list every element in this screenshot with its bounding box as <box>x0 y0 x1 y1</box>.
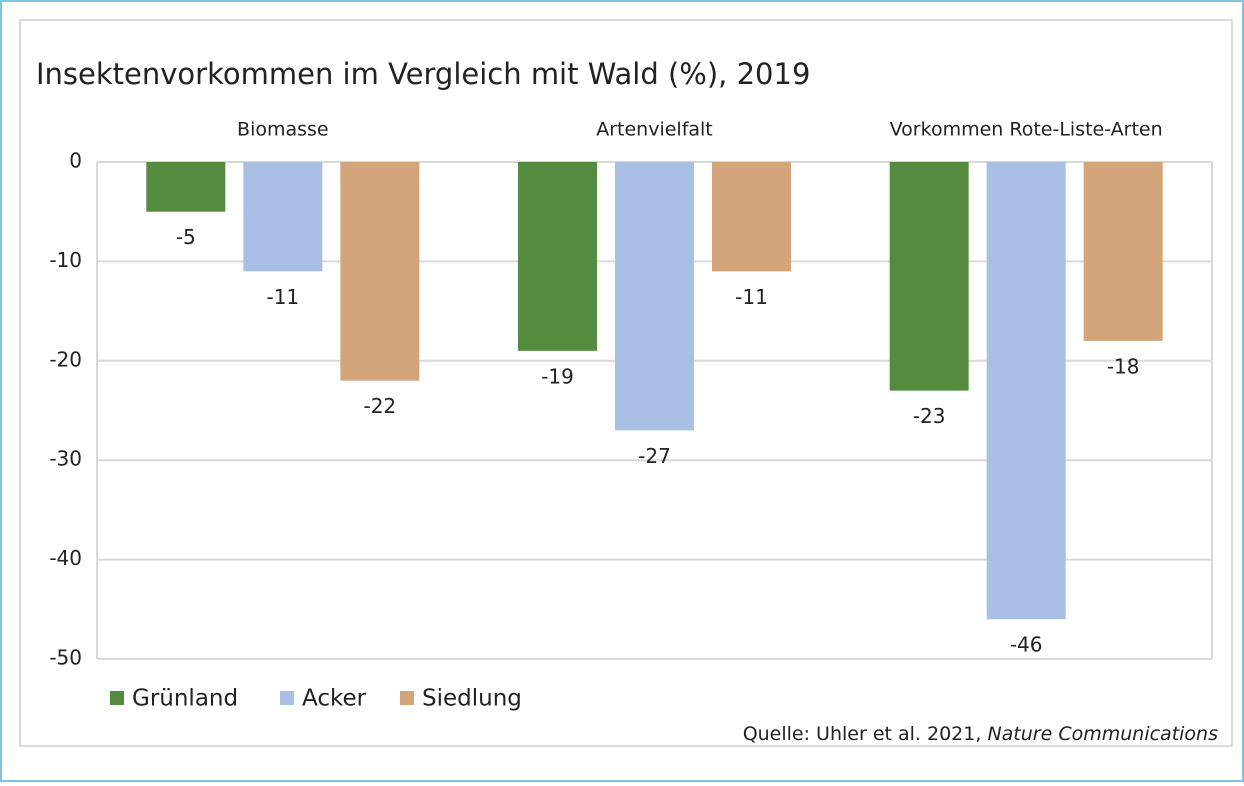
legend-swatch <box>400 691 414 705</box>
category-label: Artenvielfalt <box>596 119 713 141</box>
data-label: -22 <box>363 394 396 418</box>
bar <box>712 162 791 272</box>
data-label: -11 <box>266 285 299 309</box>
bar <box>615 162 694 431</box>
y-tick-label: -40 <box>49 546 82 570</box>
y-tick-label: -20 <box>49 347 82 371</box>
bar <box>340 162 420 381</box>
data-label: -11 <box>735 285 768 309</box>
bar <box>986 162 1066 620</box>
legend-label: Siedlung <box>422 686 522 712</box>
bar <box>1083 162 1163 341</box>
y-tick-label: 0 <box>69 149 82 173</box>
data-label: -19 <box>541 364 574 388</box>
bar <box>243 162 323 272</box>
legend-swatch <box>110 691 124 705</box>
data-label: -27 <box>638 444 671 468</box>
y-tick-label: -10 <box>49 248 82 272</box>
y-tick-label: -30 <box>49 447 82 471</box>
data-label: -18 <box>1107 354 1140 378</box>
bar <box>518 162 597 351</box>
bar <box>146 162 226 212</box>
chart-title: Insektenvorkommen im Vergleich mit Wald … <box>36 57 810 91</box>
y-tick-label: -50 <box>49 646 82 670</box>
legend-label: Acker <box>302 686 367 712</box>
legend-swatch <box>280 691 294 705</box>
data-label: -46 <box>1010 633 1043 657</box>
category-label: Biomasse <box>237 119 329 141</box>
data-label: -5 <box>176 225 196 249</box>
legend-label: Grünland <box>132 686 238 712</box>
category-label: Vorkommen Rote-Liste-Arten <box>890 119 1163 141</box>
source-text: Quelle: Uhler et al. 2021, <box>743 723 982 745</box>
bar <box>889 162 969 391</box>
source: Quelle: Uhler et al. 2021, Nature Commun… <box>743 723 1218 745</box>
data-label: -23 <box>913 404 946 428</box>
source-journal: Nature Communications <box>987 723 1218 745</box>
